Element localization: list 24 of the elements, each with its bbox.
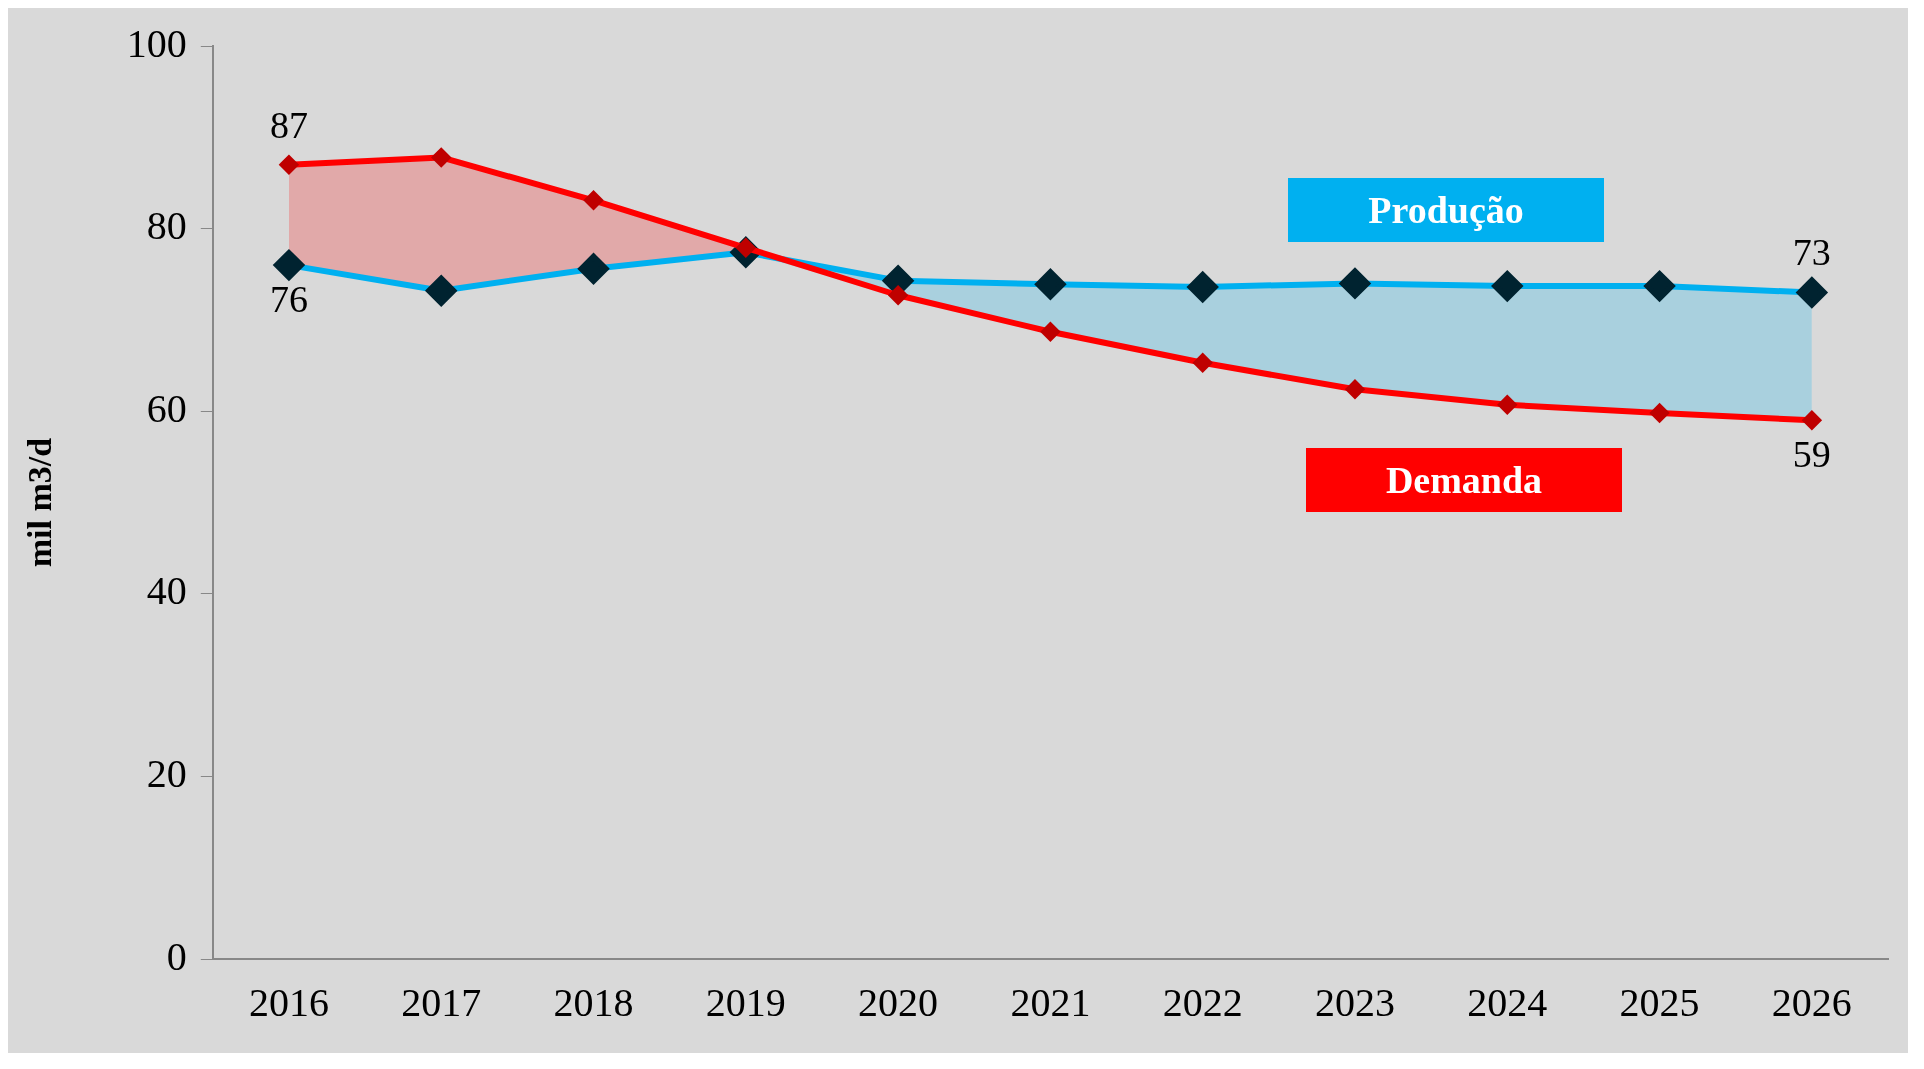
y-tick-label: 60 [146,385,187,431]
y-tick-label: 40 [146,568,187,614]
x-tick-label: 2024 [1467,979,1548,1025]
x-tick-label: 2026 [1771,979,1852,1025]
data-label: 59 [1792,433,1831,476]
x-tick-label: 2019 [705,979,786,1025]
data-label: 73 [1792,231,1831,274]
x-tick-label: 2021 [1010,979,1091,1025]
x-tick-label: 2017 [401,979,482,1025]
x-tick-label: 2020 [858,979,939,1025]
name-tag: Demanda [1306,448,1622,512]
y-tick-label: 100 [126,20,187,66]
x-tick-label: 2022 [1162,979,1243,1025]
name-tag: Produção [1288,178,1604,242]
y-axis-title: mil m3/d [21,437,59,568]
x-tick-label: 2016 [248,979,329,1025]
data-label: 87 [269,103,308,146]
x-tick-label: 2025 [1619,979,1700,1025]
y-tick-label: 0 [166,933,187,979]
y-tick-label: 80 [146,203,187,249]
x-tick-label: 2023 [1314,979,1395,1025]
data-label: 76 [269,278,308,321]
x-tick-label: 2018 [553,979,634,1025]
y-tick-label: 20 [146,750,187,796]
